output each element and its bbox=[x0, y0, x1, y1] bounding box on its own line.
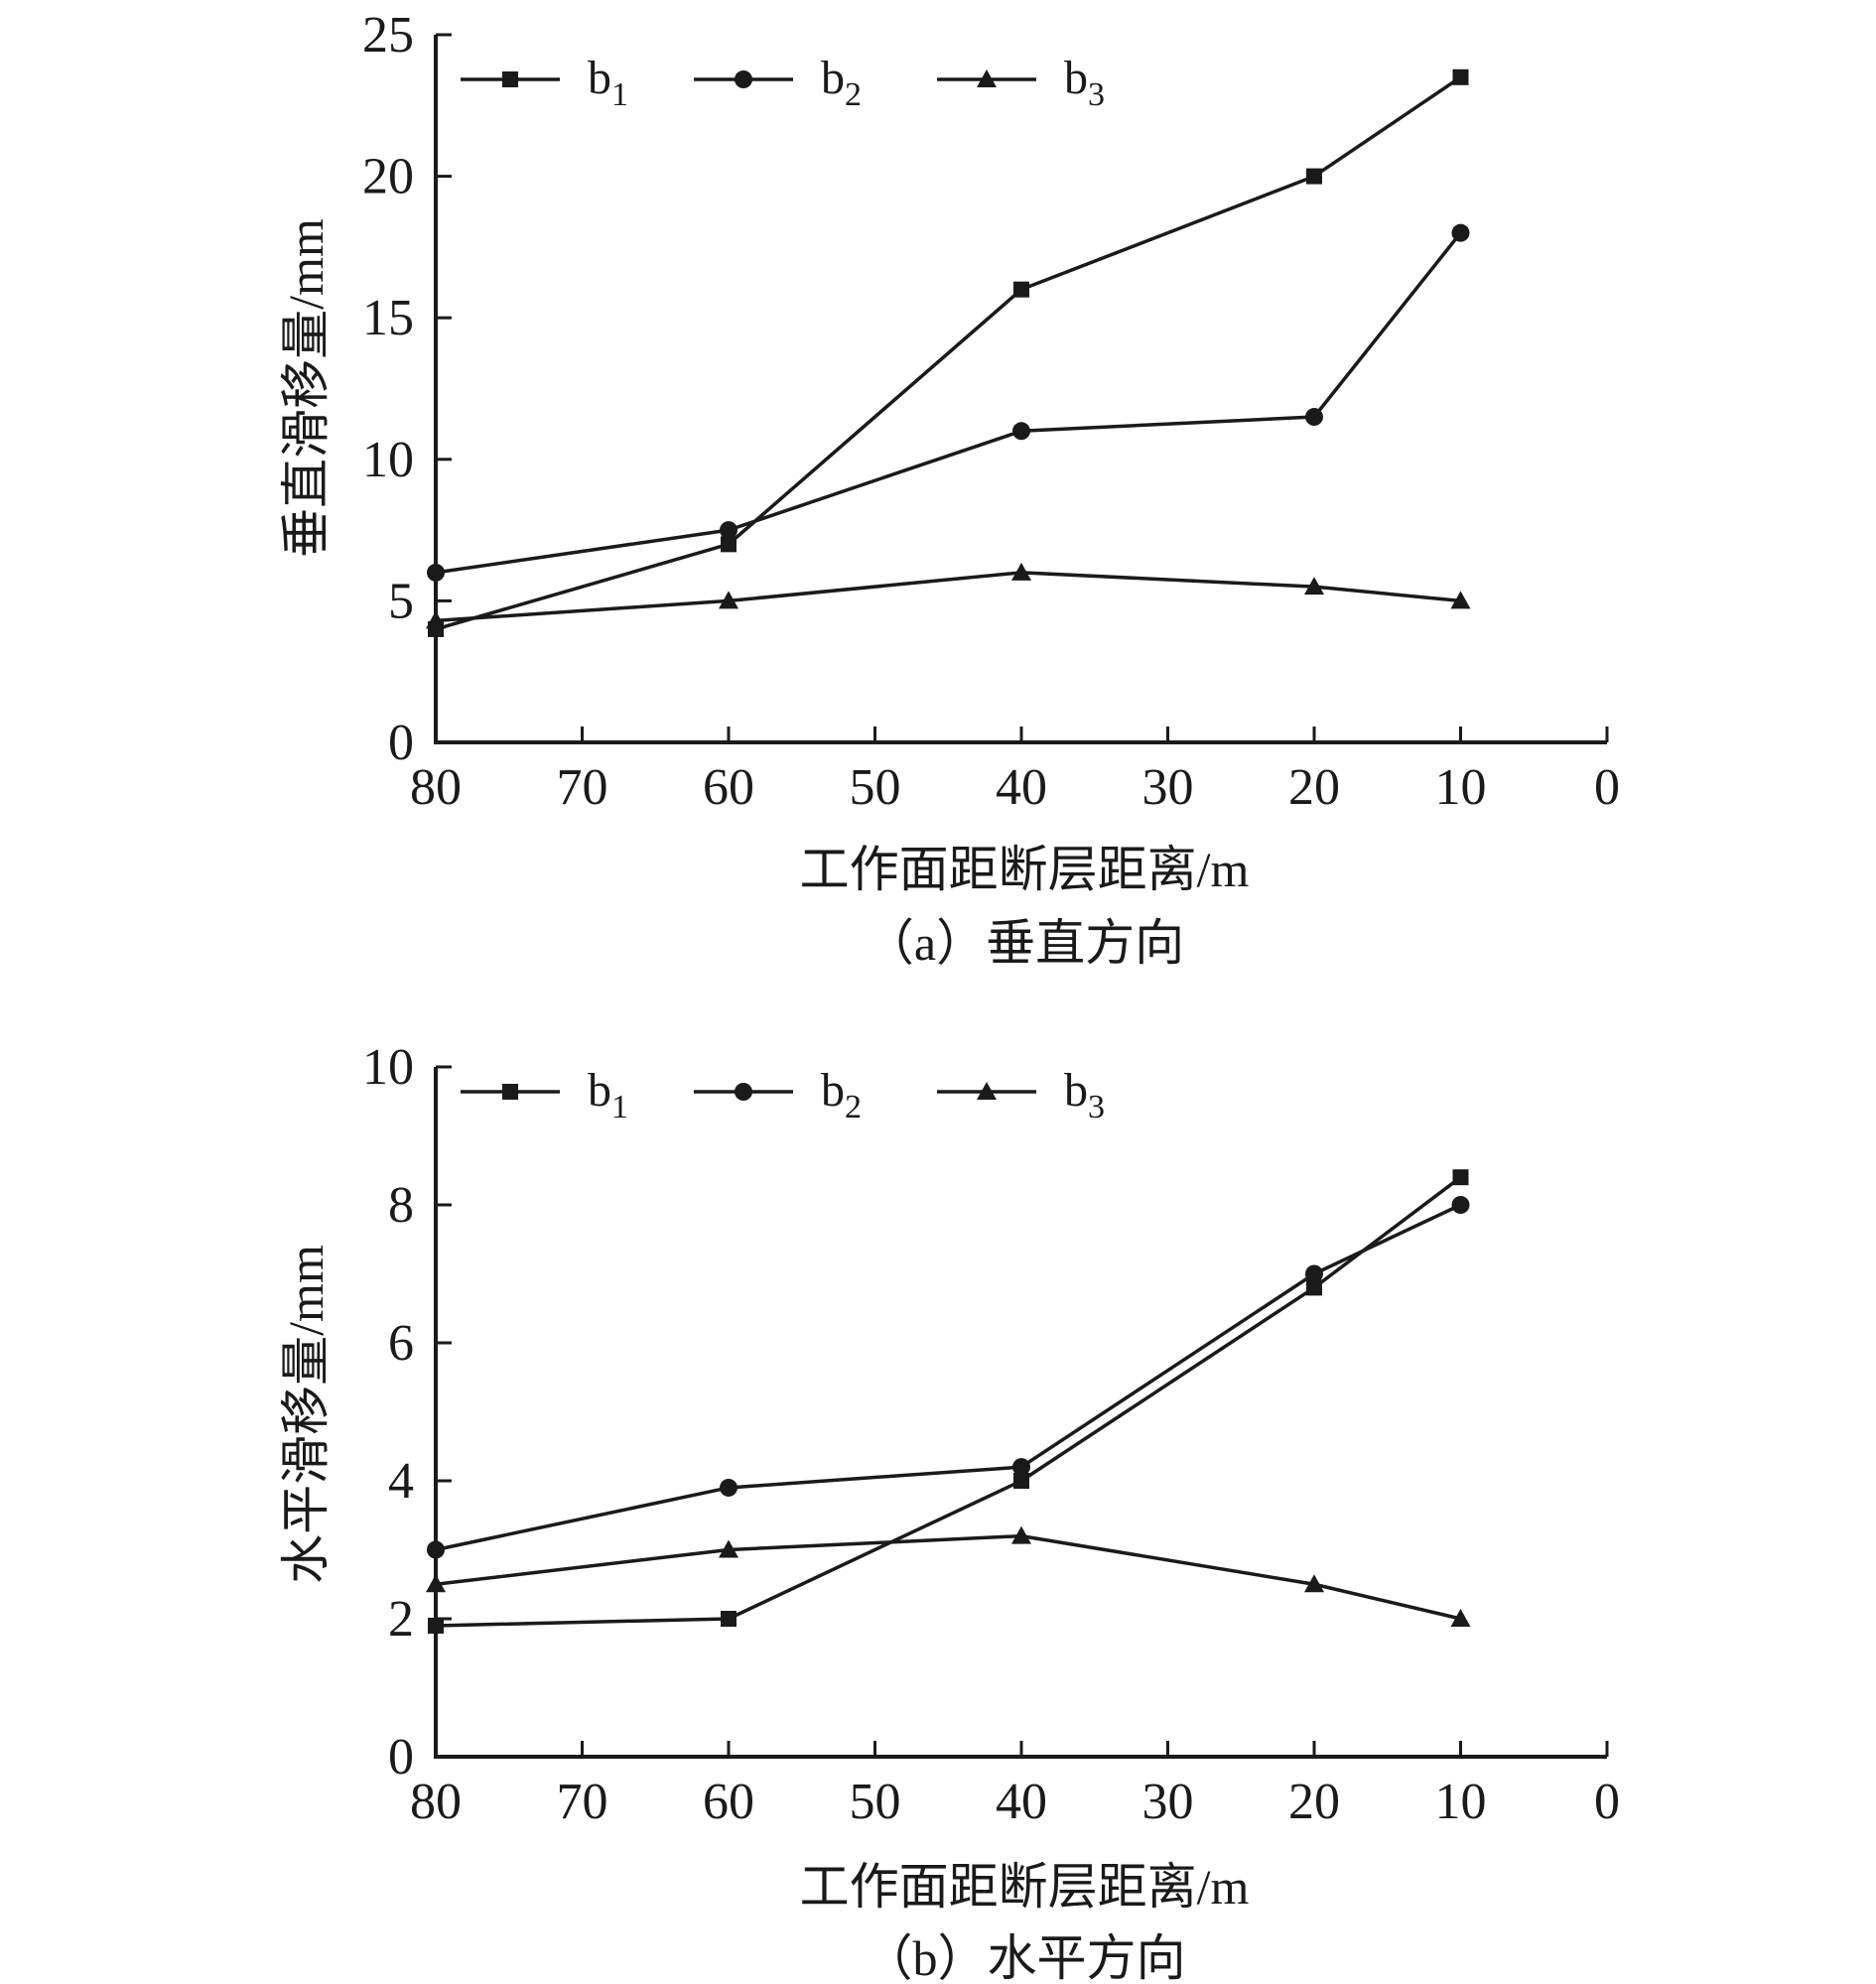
chart-b-legend-item: b3 bbox=[937, 1064, 1105, 1125]
chart-b-series-b1-line bbox=[435, 1175, 1462, 1628]
chart-b-xlabel: 工作面距断层距离/m bbox=[800, 1859, 1250, 1915]
chart-a-series-b3-point bbox=[426, 610, 446, 629]
chart-b-y-tick-label: 4 bbox=[388, 1453, 414, 1510]
chart-b-series-b1-point bbox=[1013, 1473, 1029, 1489]
chart-a-x-tick-label: 40 bbox=[996, 759, 1047, 816]
chart-a-y-axis-title: 垂直滑移量/mm bbox=[278, 218, 334, 558]
chart-b-series-b3-point bbox=[1450, 1609, 1471, 1627]
chart-a-series-b2-point bbox=[1451, 223, 1470, 242]
chart-a-series-b1-point bbox=[1306, 168, 1322, 185]
chart-b-series-b3-line bbox=[435, 1533, 1461, 1621]
chart-b-legend-label: b2 bbox=[821, 1064, 862, 1125]
chart-b-series-b2-point bbox=[1305, 1264, 1323, 1283]
chart-a-series-b3-point bbox=[1450, 591, 1471, 609]
chart-a-ylabel: 垂直滑移量/mm bbox=[278, 218, 334, 558]
chart-a-y-tick-label: 0 bbox=[388, 715, 414, 771]
chart-b-series-b3-point bbox=[719, 1539, 738, 1558]
chart-b-series-b2-point bbox=[427, 1540, 445, 1559]
chart-a-series-b2-point bbox=[1305, 408, 1323, 427]
chart-b-caption: （b）水平方向 bbox=[864, 1930, 1186, 1984]
chart-b-x-tick-label: 60 bbox=[703, 1774, 754, 1830]
chart-b-series-b3-point bbox=[1304, 1574, 1324, 1593]
chart-a-legend-item: b3 bbox=[937, 52, 1105, 113]
chart-b-y-tick-label: 6 bbox=[388, 1315, 414, 1372]
chart-b-series-b2-point bbox=[720, 1478, 737, 1497]
chart-a-xlabel: 工作面距断层距离/m bbox=[800, 842, 1250, 897]
chart-b-series-b1-point bbox=[1306, 1279, 1322, 1296]
chart-a-series-b1-line bbox=[435, 75, 1462, 631]
chart-a-caption: （a）垂直方向 bbox=[865, 915, 1184, 971]
chart-b-ylabel: 水平滑移量/mm bbox=[278, 1245, 334, 1584]
chart-a-y-tick-label: 20 bbox=[362, 149, 414, 205]
chart-a-x-tick-label: 70 bbox=[557, 759, 608, 816]
chart-b-x-tick-label: 0 bbox=[1594, 1774, 1620, 1830]
chart-a-x-tick-label: 10 bbox=[1435, 759, 1487, 816]
chart-b-legend-marker bbox=[735, 1083, 752, 1101]
chart-b-legend-label: b1 bbox=[588, 1064, 628, 1125]
chart-a-y-tick-label: 10 bbox=[362, 432, 414, 488]
chart-a-x-tick-label: 50 bbox=[850, 759, 901, 816]
chart-a-x-tick-label: 60 bbox=[703, 759, 754, 816]
chart-b-legend-marker bbox=[502, 1084, 518, 1100]
chart-b-x-tick-label: 40 bbox=[996, 1774, 1047, 1830]
chart-b-series-b2-point bbox=[1451, 1196, 1470, 1214]
chart-a-x-tick-label: 30 bbox=[1142, 759, 1194, 816]
chart-a-legend-marker bbox=[977, 69, 997, 87]
chart-b-series-b2-line bbox=[435, 1203, 1462, 1552]
chart-a-series-b1-point bbox=[1013, 281, 1029, 298]
chart-b-series-b3-point bbox=[1011, 1525, 1031, 1544]
chart-a-series-b2-point bbox=[427, 563, 445, 582]
chart-a-legend-label: b1 bbox=[588, 52, 628, 113]
chart-a-series-b2-point bbox=[1012, 422, 1030, 441]
chart-b-legend-label: b3 bbox=[1064, 1064, 1105, 1125]
chart-a-series-b3-point bbox=[719, 591, 738, 609]
chart-a-series-b3-line bbox=[435, 571, 1461, 623]
chart-b-x-tick-label: 20 bbox=[1288, 1774, 1340, 1830]
chart-b-x-tick-label: 80 bbox=[410, 1774, 462, 1830]
chart-a-legend-item: b2 bbox=[694, 52, 862, 113]
chart-a-series-b2-point bbox=[720, 521, 737, 540]
chart-b-y-tick-label: 0 bbox=[388, 1729, 414, 1786]
chart-b-series-b1-point bbox=[428, 1617, 444, 1634]
chart-a-legend-marker bbox=[735, 70, 752, 88]
chart-b-y-axis-title: 水平滑移量/mm bbox=[278, 1245, 334, 1584]
chart-b-x-tick-label: 30 bbox=[1142, 1774, 1194, 1830]
chart-a-x-tick-label: 80 bbox=[410, 759, 462, 816]
chart-b-series-b3-point bbox=[426, 1574, 446, 1593]
chart-b-x-tick-label: 10 bbox=[1435, 1774, 1487, 1830]
chart-a-y-tick-label: 25 bbox=[362, 7, 414, 64]
chart-b-legend-item: b1 bbox=[461, 1064, 628, 1125]
chart-b-series-b2-point bbox=[1012, 1458, 1030, 1477]
chart-b-y-tick-label: 8 bbox=[388, 1177, 414, 1234]
chart-b-y-tick-label: 2 bbox=[388, 1591, 414, 1648]
chart-a-x-tick-label: 20 bbox=[1288, 759, 1340, 816]
chart-a-y-tick-label: 15 bbox=[362, 290, 414, 346]
chart-b-x-tick-label: 50 bbox=[850, 1774, 901, 1830]
chart-b-x-tick-label: 70 bbox=[557, 1774, 608, 1830]
chart-a-legend-item: b1 bbox=[461, 52, 628, 113]
chart-a-legend-marker bbox=[502, 71, 518, 87]
chart-b-legend-marker bbox=[977, 1082, 997, 1100]
chart-a-series-b3-point bbox=[1011, 562, 1031, 581]
chart-a-legend-label: b2 bbox=[821, 52, 862, 113]
chart-b-series-b1-point bbox=[721, 1611, 737, 1627]
chart-a-series-b3-point bbox=[1304, 577, 1324, 595]
chart-a-series-b2-line bbox=[435, 231, 1462, 575]
chart-b-y-tick-label: 10 bbox=[362, 1039, 414, 1096]
chart-a-vertical: 垂直滑移量/mm 工作面距断层距离/m （a）垂直方向 0 5 10 15 20 25 80… bbox=[278, 7, 1620, 971]
chart-a-series-b1-point bbox=[1452, 68, 1469, 85]
chart-b-legend-item: b2 bbox=[694, 1064, 862, 1125]
chart-a-legend-label: b3 bbox=[1064, 52, 1105, 113]
chart-a-series-b1-point bbox=[721, 536, 737, 553]
chart-b-series-b1-point bbox=[1452, 1169, 1469, 1186]
chart-a-y-tick-label: 5 bbox=[388, 573, 414, 629]
chart-b-horizontal: 水平滑移量/mm 工作面距断层距离/m （b）水平方向 0 2 4 6 8 10 80 70 6… bbox=[278, 1039, 1620, 1984]
chart-a-x-tick-label: 0 bbox=[1594, 759, 1620, 816]
